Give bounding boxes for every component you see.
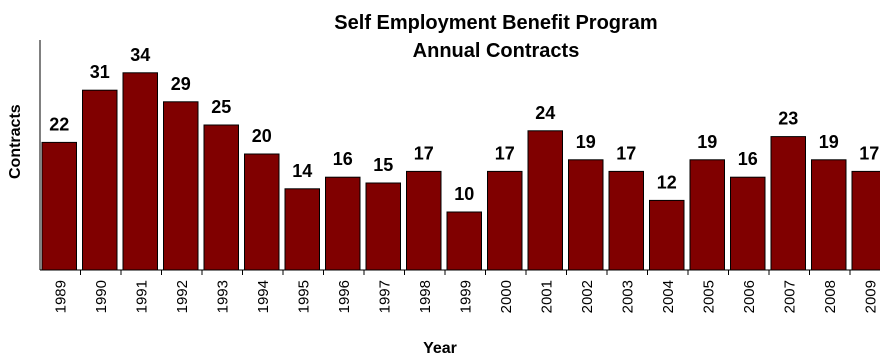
bar-value-label: 15 [373, 155, 393, 175]
bar-value-label: 34 [130, 45, 150, 65]
x-tick-label: 2006 [741, 280, 758, 313]
x-tick-label: 2004 [660, 280, 677, 313]
bar-value-label: 20 [252, 126, 272, 146]
x-tick-label: 2000 [498, 280, 515, 313]
x-tick-label: 1994 [255, 280, 272, 313]
bar [163, 101, 199, 271]
bar-value-label: 17 [414, 143, 434, 163]
bar-value-label: 17 [495, 143, 515, 163]
bar-value-label: 12 [657, 172, 677, 192]
bar-value-label: 19 [819, 132, 839, 152]
x-tick-label: 2001 [538, 280, 555, 313]
bar [284, 188, 320, 271]
bar [41, 141, 77, 271]
bar [365, 182, 401, 271]
x-tick-label: 1993 [214, 280, 231, 313]
bar-value-label: 10 [454, 184, 474, 204]
x-tick-label: 2005 [700, 280, 717, 313]
x-tick-label: 1996 [336, 280, 353, 313]
x-tick-label: 1995 [295, 280, 312, 313]
x-tick-label: 2008 [822, 280, 839, 313]
bar-value-label: 22 [49, 114, 69, 134]
bar-value-label: 16 [333, 149, 353, 169]
bar-value-label: 31 [90, 62, 110, 82]
x-tick-label: 1991 [133, 280, 150, 313]
bar-value-label: 25 [211, 97, 231, 117]
bar [446, 211, 482, 271]
x-tick-label: 1990 [93, 280, 110, 313]
bar [82, 89, 118, 271]
bar-value-label: 17 [616, 143, 636, 163]
bar [406, 170, 442, 271]
bar-value-label: 23 [778, 109, 798, 129]
bar [770, 136, 806, 271]
bar [649, 199, 685, 271]
x-tick-label: 1998 [417, 280, 434, 313]
bar [851, 170, 880, 271]
bar [608, 170, 644, 271]
bar [527, 130, 563, 271]
bar-value-label: 24 [535, 103, 555, 123]
chart-title: Self Employment Benefit Program [334, 12, 658, 34]
x-tick-label: 2009 [862, 280, 879, 313]
bar [203, 124, 239, 271]
x-tick-label: 1992 [174, 280, 191, 313]
bar [811, 159, 847, 271]
bar-value-label: 16 [738, 149, 758, 169]
bar [325, 176, 361, 271]
bar [244, 153, 280, 271]
x-tick-label: 2003 [619, 280, 636, 313]
x-axis-label: Year [423, 340, 457, 357]
bar [568, 159, 604, 271]
x-tick-label: 2002 [579, 280, 596, 313]
bar-value-label: 17 [859, 143, 879, 163]
x-tick-label: 2007 [781, 280, 798, 313]
x-tick-label: 1997 [376, 280, 393, 313]
bar-value-label: 19 [697, 132, 717, 152]
x-tick-label: 1999 [457, 280, 474, 313]
bar [122, 72, 158, 271]
bar-value-label: 14 [292, 161, 312, 181]
bar-value-label: 29 [171, 74, 191, 94]
bar [730, 176, 766, 271]
bar-value-label: 19 [576, 132, 596, 152]
bar [689, 159, 725, 271]
bar [487, 170, 523, 271]
chart-subtitle: Annual Contracts [412, 40, 580, 62]
x-tick-label: 1989 [52, 280, 69, 313]
